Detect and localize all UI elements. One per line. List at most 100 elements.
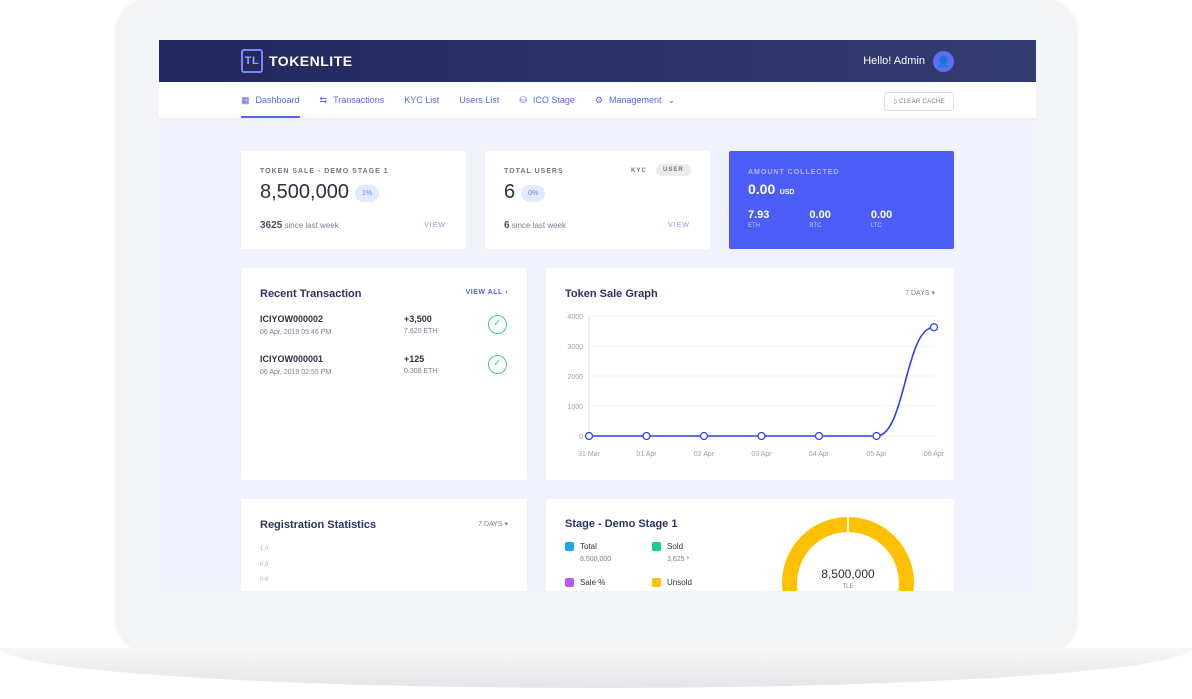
x-tick-label: 05 Apr <box>866 451 887 458</box>
nav-ico-stage[interactable]: ⛁ ICO Stage <box>519 82 575 118</box>
legend-label: Unsold <box>667 578 692 587</box>
card-label: TOTAL USERS <box>504 168 564 175</box>
user-menu[interactable]: Hello! Admin 👤 <box>863 50 954 72</box>
amount-collected-card: AMOUNT COLLECTED 0.00 USD 7.93 ETH 0.00 BT… <box>729 151 954 249</box>
donut-gap <box>847 517 849 533</box>
x-tick-label: 03 Apr <box>751 451 772 458</box>
y-tick-label: 1000 <box>567 404 583 411</box>
coin-ltc: 0.00 LTC <box>871 209 892 229</box>
coin-label: BTC <box>809 223 822 229</box>
nav-users-list[interactable]: Users List <box>459 82 499 118</box>
stage-card: Stage - Demo Stage 1 Total 8,500,000 Sold… <box>546 499 954 591</box>
recent-transaction-card: Recent Transaction VIEW ALL › ICIYOW0000… <box>241 268 527 480</box>
logo-icon: TL <box>241 49 263 73</box>
data-point <box>699 431 709 441</box>
view-all-link[interactable]: VIEW ALL › <box>466 289 508 296</box>
pct-badge: 1% <box>354 185 380 203</box>
coin-value: 7.93 <box>748 209 770 221</box>
token-sale-graph-card: Token Sale Graph 7 DAYS ▾ 0 1000 2000 3000 4… <box>546 268 954 480</box>
nav-transactions[interactable]: ⇆ Transactions <box>320 82 385 118</box>
y-tick-label: 0 <box>579 434 583 441</box>
pct-badge: 0% <box>521 185 546 203</box>
tx-eth: 0.308 ETH <box>404 368 438 375</box>
card-title: Registration Statistics <box>260 519 377 531</box>
legend-label: Total <box>580 542 597 551</box>
trash-icon: ▯ <box>893 99 900 105</box>
since-label: since last week <box>511 221 567 230</box>
data-point <box>814 431 824 441</box>
nav-label: ICO Stage <box>532 95 575 105</box>
tx-date: 06 Apr, 2019 02:55 PM <box>260 369 332 376</box>
view-link[interactable]: VIEW <box>424 222 446 229</box>
clear-cache-label: CLEAR CACHE <box>899 99 945 105</box>
x-tick-label: 04 Apr <box>809 451 830 458</box>
tx-amount: +125 <box>404 354 425 364</box>
range-label: 7 DAYS <box>478 521 503 528</box>
y-tick: 0.8 <box>260 561 269 568</box>
coin-value: 0.00 <box>870 209 893 221</box>
tx-id: ICIYOW000002 <box>260 314 324 324</box>
x-tick-label: 01 Apr <box>636 451 657 458</box>
y-tick-label: 4000 <box>567 314 583 321</box>
check-icon: ✓ <box>488 355 507 374</box>
data-point <box>929 323 939 332</box>
tx-id: ICIYOW000001 <box>260 354 324 364</box>
coin-btc: 0.00 BTC <box>809 209 830 229</box>
registration-statistics-card: Registration Statistics 7 DAYS ▾ 1.0 0.8… <box>241 499 527 591</box>
data-point <box>642 431 651 441</box>
card-label: TOKEN SALE - DEMO STAGE 1 <box>260 168 389 175</box>
since-value: 6 <box>504 220 510 231</box>
legend-unsold: Unsold <box>652 578 692 588</box>
range-dropdown[interactable]: 7 DAYS ▾ <box>478 520 508 528</box>
amount-unit: USD <box>779 189 795 196</box>
user-icon: 👤 <box>933 50 954 72</box>
kyc-toggle[interactable]: KYC <box>631 168 647 174</box>
transaction-row[interactable]: ICIYOW000002 06 Apr, 2019 05:46 PM +3,500 7… <box>260 314 510 336</box>
coin-value: 0.00 <box>809 209 831 221</box>
legend-swatch <box>652 578 661 588</box>
gear-icon: ⚙ <box>594 94 603 105</box>
nav-dashboard[interactable]: ▦ Dashboard <box>241 82 300 118</box>
donut-value: 8,500,000 <box>821 567 875 581</box>
logo[interactable]: TL TOKENLITE <box>241 49 353 73</box>
nav-label: Management <box>608 95 662 105</box>
card-title: Stage - Demo Stage 1 <box>565 518 678 530</box>
clear-cache-button[interactable]: ▯ CLEAR CACHE <box>884 92 954 111</box>
range-dropdown[interactable]: 7 DAYS ▾ <box>905 289 935 297</box>
main-nav: ▦ Dashboard ⇆ Transactions KYC List Users … <box>159 82 1036 118</box>
legend-label: Sold <box>667 542 684 551</box>
series-line <box>589 326 935 437</box>
nav-kyc-list[interactable]: KYC List <box>404 82 439 118</box>
nav-label: Transactions <box>333 95 385 105</box>
greeting: Hello! Admin <box>863 55 925 67</box>
chevron-down-icon: ⌄ <box>667 94 676 105</box>
view-link[interactable]: VIEW <box>668 222 690 229</box>
check-icon: ✓ <box>488 315 507 334</box>
tx-eth: 7.620 ETH <box>404 328 438 335</box>
data-point <box>584 431 594 441</box>
y-tick-label: 2000 <box>567 374 583 381</box>
legend-sold: Sold 3,625 * <box>652 542 689 563</box>
legend-value: 8,500,000 <box>580 556 612 564</box>
arrows-icon: ⇆ <box>319 94 328 105</box>
y-tick: 0.6 <box>260 577 269 583</box>
card-title: Token Sale Graph <box>565 288 658 300</box>
token-sale-value: 8,500,000 <box>260 181 349 203</box>
x-tick-label: 02 Apr <box>694 451 715 458</box>
caret-down-icon: ▾ <box>504 521 508 528</box>
donut-unit: TLE <box>842 584 854 590</box>
nav-management[interactable]: ⚙ Management ⌄ <box>595 82 675 118</box>
data-point <box>757 431 766 441</box>
range-label: 7 DAYS <box>905 290 930 297</box>
nav-label: KYC List <box>404 95 440 105</box>
nav-label: Users List <box>459 95 500 105</box>
user-toggle[interactable]: USER <box>656 164 691 176</box>
data-point <box>872 431 881 441</box>
grid-icon: ▦ <box>241 94 250 105</box>
x-tick-label: 06 Apr <box>924 451 945 458</box>
transaction-row[interactable]: ICIYOW000001 06 Apr, 2019 02:55 PM +125 0.3… <box>260 354 510 376</box>
users-value: 6 <box>504 181 516 203</box>
view-all-label: VIEW ALL <box>465 289 503 296</box>
since-label: since last week <box>284 221 339 230</box>
caret-down-icon: ▾ <box>931 290 935 297</box>
